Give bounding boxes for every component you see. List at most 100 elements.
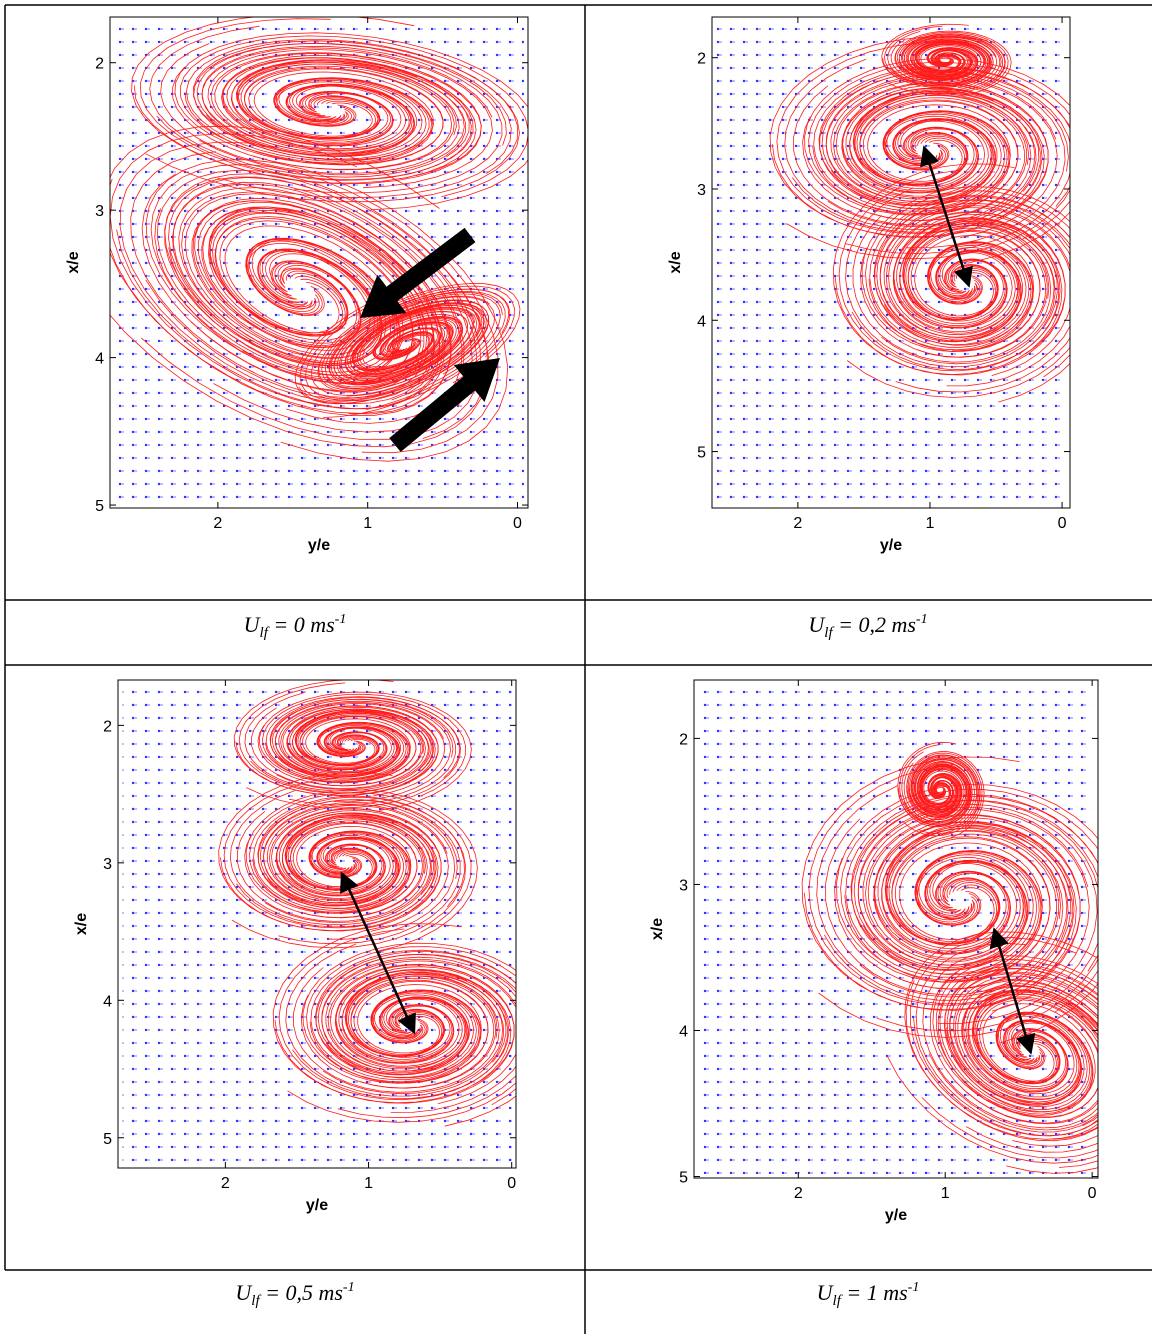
streamline (862, 809, 1090, 1012)
caption-text: = 0,5 ms (260, 1280, 343, 1305)
caption: Ulf = 0,5 ms-1 (235, 1280, 354, 1309)
streamline (131, 17, 477, 184)
x-tick-label: 0 (513, 515, 522, 532)
caption: Ulf = 0,2 ms-1 (808, 612, 927, 641)
caption-superscript: -1 (916, 612, 928, 627)
y-tick-label: 5 (103, 1131, 112, 1148)
streamline (110, 178, 452, 417)
streamline (229, 790, 432, 926)
streamline (882, 38, 994, 89)
streamline (274, 700, 451, 802)
x-tick-label: 2 (221, 1175, 230, 1192)
streamline (156, 57, 474, 181)
x-tick-label: 1 (364, 1175, 373, 1192)
streamline (346, 304, 480, 397)
streamline (859, 825, 1068, 998)
streamline (214, 217, 414, 384)
streamline (327, 963, 499, 1072)
streamline (221, 57, 418, 151)
streamline (236, 812, 437, 928)
caption-superscript: -1 (335, 612, 347, 627)
y-axis-label: x/e (667, 251, 684, 273)
streamline (827, 91, 1036, 228)
streamline (185, 39, 519, 174)
caption-superscript: -1 (908, 1280, 920, 1295)
streamline (150, 163, 499, 454)
streamline (879, 205, 1070, 342)
streamline (172, 181, 473, 433)
streamline (793, 85, 1032, 226)
streamline (865, 813, 1062, 966)
x-tick-label: 2 (794, 1185, 803, 1202)
streamline (193, 43, 507, 160)
x-tick-label: 0 (507, 1175, 516, 1192)
streamline (786, 67, 1070, 260)
y-axis-label: x/e (73, 913, 90, 935)
streamline (819, 70, 1069, 210)
caption-symbol: U (244, 612, 262, 637)
streamline (149, 25, 466, 178)
streamline (263, 803, 448, 907)
caption-text: = 0,2 ms (833, 612, 916, 637)
streamline (832, 163, 1063, 375)
x-axis-label: y/e (885, 1207, 907, 1224)
caption: Ulf = 1 ms-1 (817, 1280, 920, 1309)
streamline (280, 705, 425, 776)
streamline (179, 35, 528, 198)
panel: 2 3 4 5 2 1 0 y/e x/e Ulf = 1 ms-1 (649, 679, 1099, 1309)
streamline (145, 40, 520, 203)
double-arrow (920, 145, 973, 288)
streamline (334, 969, 468, 1069)
caption-subscript: lf (251, 1293, 261, 1309)
streamline (801, 756, 1077, 1011)
streamline (321, 285, 515, 390)
streamline (333, 293, 501, 395)
streamline (885, 830, 1060, 990)
streamline (353, 307, 474, 390)
streamline (946, 1003, 1096, 1113)
streamline (207, 49, 493, 189)
streamline (852, 215, 1052, 363)
caption-symbol: U (808, 612, 826, 637)
streamline (261, 693, 467, 797)
streamline (357, 310, 469, 378)
axes-box (711, 16, 1071, 509)
x-tick-label: 2 (793, 515, 802, 532)
streamline (885, 211, 1050, 338)
x-axis-label: y/e (308, 537, 330, 554)
y-tick-label: 5 (679, 1170, 688, 1187)
streamline (237, 810, 428, 922)
flow-field (716, 23, 1070, 504)
y-tick-label: 2 (103, 718, 112, 735)
streamline (905, 980, 1098, 1142)
table-lines (4, 4, 1152, 1334)
streamline (295, 712, 423, 787)
y-tick-label: 2 (679, 731, 688, 748)
y-tick-label: 4 (697, 313, 706, 330)
streamline (849, 92, 1030, 194)
streamline (130, 151, 429, 399)
streamline (857, 803, 1098, 1024)
streamline (825, 818, 1064, 996)
streamline (285, 818, 425, 919)
caption-subscript: lf (833, 1293, 843, 1309)
streamline (888, 211, 1066, 355)
y-tick-label: 4 (679, 1023, 688, 1040)
streamline (110, 173, 490, 448)
streamline (178, 187, 463, 424)
streamline (184, 68, 444, 166)
streamline (813, 66, 1070, 212)
streamline (898, 33, 1006, 80)
streamline (244, 692, 430, 792)
streamline (119, 141, 436, 405)
streamline (243, 67, 444, 165)
y-tick-label: 3 (697, 182, 706, 199)
streamline (305, 304, 481, 399)
streamline (954, 978, 1098, 1104)
streamline (329, 291, 503, 386)
streamline (274, 702, 445, 778)
y-tick-label: 3 (103, 856, 112, 873)
streamline (791, 87, 1043, 233)
streamline (235, 706, 439, 797)
streamline (214, 52, 482, 177)
